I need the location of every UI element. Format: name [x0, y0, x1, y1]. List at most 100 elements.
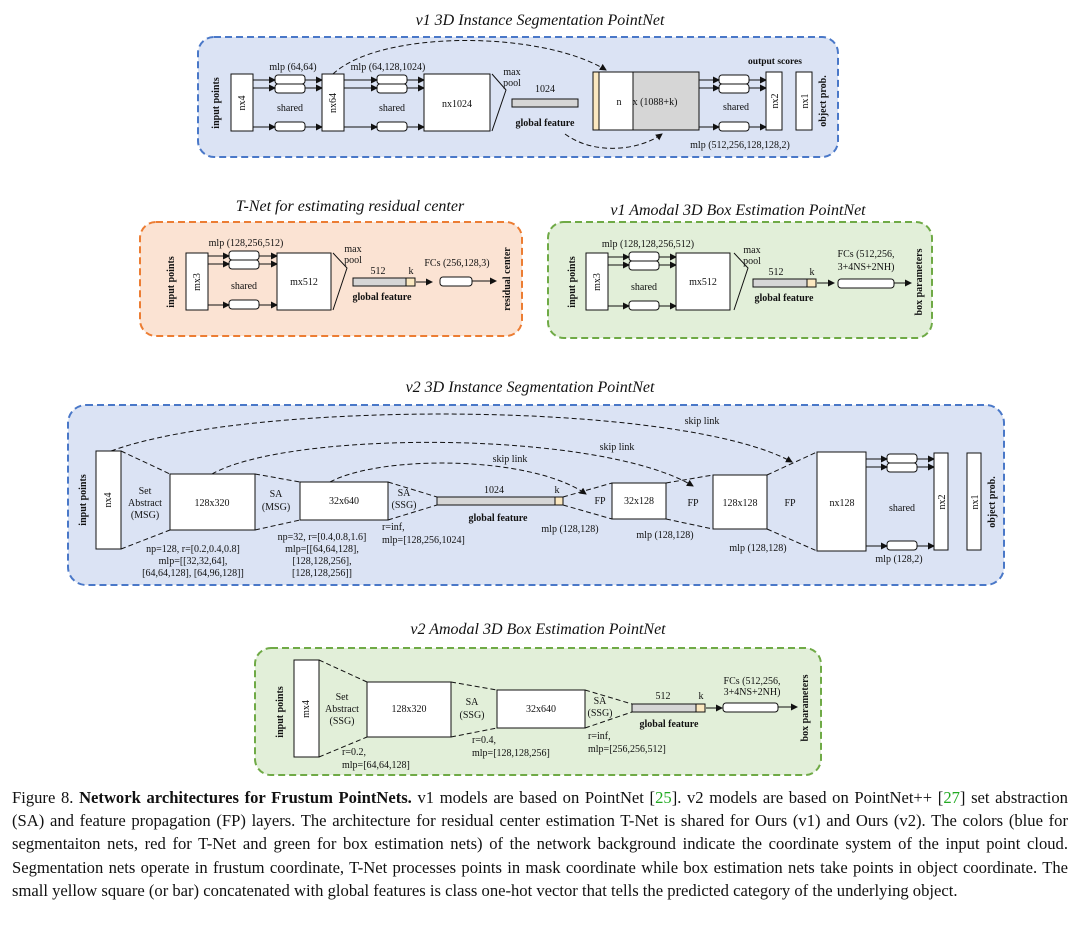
v2-seg-nx128-box: [816, 451, 867, 552]
tnet: T-Net for estimating residual center inp…: [139, 198, 523, 337]
v1-box-k-label: k: [810, 267, 815, 278]
v2-box-32x640-label: 32x640: [526, 704, 556, 715]
v2-seg-nx2-box: [933, 452, 949, 551]
v2-box-note3-l1: r=inf,: [588, 731, 611, 742]
v1-box-maxpool-symbol: [733, 252, 749, 311]
tnet-pool-label: pool: [344, 255, 362, 266]
v1-box-mx3-label: mx3: [592, 273, 603, 291]
v2-box-note1-l2: mlp=[64,64,128]: [342, 760, 410, 771]
v2-seg-trap4-bottom: [562, 504, 613, 520]
v2-seg-note1-l3: [64,64,128], [64,96,128]]: [142, 568, 244, 579]
v1-seg-mlp1-label: mlp (64,64): [269, 62, 316, 73]
v2-seg-nx128-label: nx128: [830, 498, 855, 509]
v2-box-128x320-label: 128x320: [392, 704, 427, 715]
v1-box-shared-mlp: [608, 251, 677, 311]
v2-seg-shared-mlp: [866, 453, 935, 551]
v1-box-512-label: 512: [769, 267, 784, 278]
v2-seg-global-feature-bar: [436, 496, 556, 506]
v2-seg-note3-l2: mlp=[128,256,1024]: [382, 535, 465, 546]
v2-box-trap1-bottom: [318, 736, 368, 758]
v1-seg-concat-x-label: x (1088+k): [633, 97, 678, 108]
v1-seg-mlp2-label: mlp (64,128,1024): [351, 62, 426, 73]
v2-seg-128x128-box: [712, 474, 768, 530]
v2-seg-note2-l3: [128,128,256],: [292, 556, 351, 567]
caption-citation-27[interactable]: 27: [943, 788, 960, 807]
v2-box-512-label: 512: [656, 691, 671, 702]
figure-caption: Figure 8. Network architectures for Frus…: [12, 786, 1068, 902]
caption-citation-25[interactable]: 25: [655, 788, 672, 807]
caption-text-1: v1 models are based on PointNet [: [417, 788, 656, 807]
tnet-shared-mlp: [208, 250, 278, 310]
v1-box-global-feature-bar: [752, 278, 808, 288]
caption-text-3: ] set abstraction (SA) and feature propa…: [12, 788, 1068, 900]
v2-seg-trap6-top: [766, 451, 818, 476]
v2-box-box-parameters-label: box parameters: [800, 674, 811, 741]
v1-box-mx512-label: mx512: [689, 277, 717, 288]
v2-box-title: v2 Amodal 3D Box Estimation PointNet: [410, 621, 666, 638]
v2-box-sa1-l1: SA: [466, 697, 480, 708]
tnet-global-feature-label: global feature: [353, 292, 413, 303]
v1-seg-shared-mlp2: [344, 74, 425, 132]
v1-box-fcs-line2: 3+4NS+2NH): [838, 262, 895, 273]
tnet-512-label: 512: [371, 266, 386, 277]
tnet-global-feature-bar: [352, 277, 407, 287]
v2-seg-32x640-label: 32x640: [329, 496, 359, 507]
v2-seg-1024-label: 1024: [484, 485, 504, 496]
v2-seg-trap1-top: [120, 450, 171, 475]
v2-seg-fp1-label: FP: [594, 496, 606, 507]
v2-seg-note2-l2: mlp=[[64,64,128],: [285, 544, 359, 555]
v2-seg-set-abstract-l1: Set: [139, 486, 152, 497]
tnet-onehot-square: [405, 277, 416, 287]
v2-seg-32x128-box: [611, 482, 667, 520]
v1-box-mlp-label: mlp (128,128,256,512): [602, 239, 694, 250]
v2-box-estimation-net: v2 Amodal 3D Box Estimation PointNet inp…: [254, 621, 822, 776]
v2-seg-sa-msg-l2: (MSG): [262, 502, 290, 513]
v2-seg-skip-link-3: [329, 462, 587, 495]
tnet-mx3-label: mx3: [192, 273, 203, 291]
tnet-mx512-label: mx512: [290, 277, 318, 288]
v2-seg-trap3-bottom: [387, 504, 438, 521]
v2-seg-input-points-label: input points: [78, 474, 89, 526]
v2-box-k-label: k: [699, 691, 704, 702]
v2-seg-set-abstract-l2: Abstract: [128, 498, 162, 509]
v1-box-fc-bar: [837, 278, 895, 289]
v1-seg-shared2-label: shared: [379, 103, 405, 114]
v2-box-32x640-box: [496, 689, 586, 729]
v1-seg-nx4-box: [230, 73, 254, 132]
tnet-maxpool-symbol: [332, 252, 348, 311]
v2-segmentation-net: v2 3D Instance Segmentation PointNet inp…: [67, 379, 1005, 586]
v2-seg-skip-link-2-label: skip link: [600, 442, 635, 453]
v2-seg-nx4-label: nx4: [103, 493, 114, 508]
v2-seg-note2-l1: np=32, r=[0.4,0.8,1.6]: [278, 532, 367, 543]
tnet-mx3-box: [185, 252, 209, 311]
v1-box-onehot-square: [806, 278, 817, 288]
tnet-mx512-box: [276, 252, 332, 311]
v1-box-shared-label: shared: [631, 282, 657, 293]
tnet-residual-center-label: residual center: [502, 247, 513, 311]
v2-box-mx4-label: mx4: [301, 700, 312, 718]
v1-seg-mlp3-label: mlp (512,256,128,128,2): [690, 140, 790, 151]
v1-seg-global-feature-bar: [511, 98, 579, 108]
tnet-title: T-Net for estimating residual center: [236, 198, 465, 215]
v1-seg-concat-gray: [632, 71, 700, 131]
v2-seg-sa-msg-l1: SA: [270, 489, 284, 500]
v2-seg-sa-ssg-l2: (SSG): [391, 500, 416, 511]
v2-seg-mlp-fp1-label: mlp (128,128): [541, 524, 598, 535]
v2-box-trap3-top: [584, 689, 633, 705]
v1-seg-output-scores-label: output scores: [748, 57, 802, 67]
v2-box-global-feature-bar: [631, 703, 697, 713]
v2-seg-mlp-out-label: mlp (128,2): [875, 554, 922, 565]
v2-seg-128x320-label: 128x320: [195, 498, 230, 509]
caption-bold-title: Network architectures for Frustum PointN…: [79, 788, 412, 807]
tnet-fcs-label: FCs (256,128,3): [424, 258, 489, 269]
v1-seg-nx1024-label: nx1024: [442, 99, 472, 110]
v1-seg-nx2-box: [765, 71, 783, 131]
tnet-fc-bar: [439, 276, 473, 287]
v2-seg-k-label: k: [555, 485, 560, 496]
v2-seg-trap1-bottom: [120, 529, 171, 550]
v2-seg-32x640-box: [299, 481, 389, 521]
v1-seg-global-feature-label: global feature: [516, 118, 576, 129]
v2-seg-128x320-box: [169, 473, 256, 531]
v2-seg-skip-link-1-label: skip link: [685, 416, 720, 427]
